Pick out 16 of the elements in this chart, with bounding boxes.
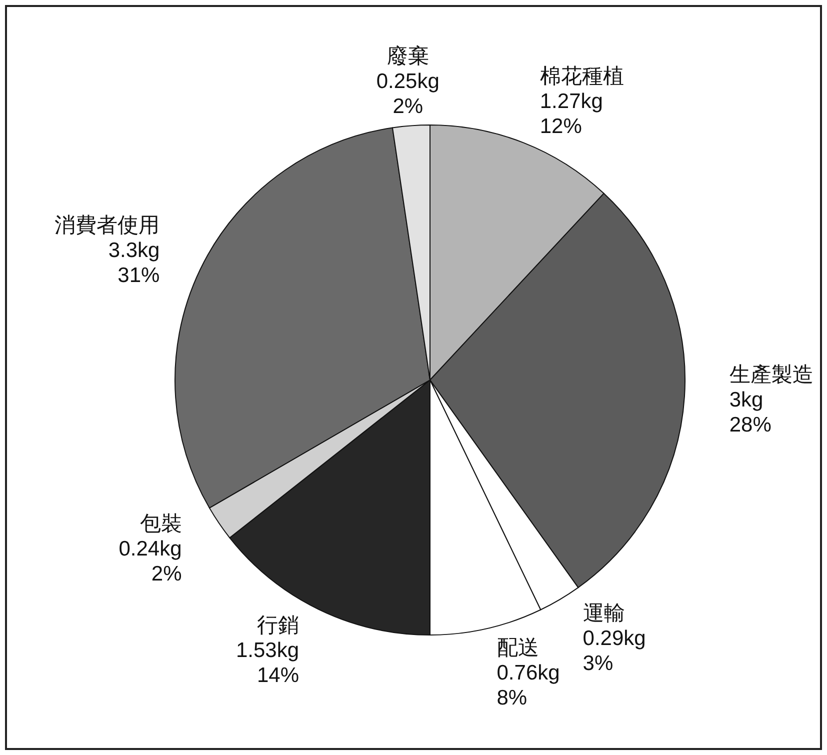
data-label: 0.25kg 2% (376, 70, 440, 118)
slice-label: 行銷 (257, 614, 300, 637)
slice-label: 包裝 (140, 512, 182, 536)
data-label: 0.76kg 8% (496, 661, 560, 710)
slice-label: 運輸 (582, 602, 625, 626)
slice-label: 棉花種植 (540, 64, 624, 88)
data-label: 0.29kg 3% (582, 627, 646, 676)
data-label: 3.3kg 31% (108, 238, 160, 287)
slice-label: 配送 (496, 636, 539, 660)
data-label: 1.27kg 12% (540, 90, 603, 138)
slice-label: 廢棄 (386, 44, 429, 68)
data-label: 1.53kg 14% (236, 638, 300, 687)
data-label: 0.24kg 2% (118, 538, 182, 586)
slice-label: 生產製造 (729, 363, 814, 386)
slice-label: 消費者使用 (54, 214, 160, 237)
data-label: 3kg 28% (729, 388, 772, 436)
